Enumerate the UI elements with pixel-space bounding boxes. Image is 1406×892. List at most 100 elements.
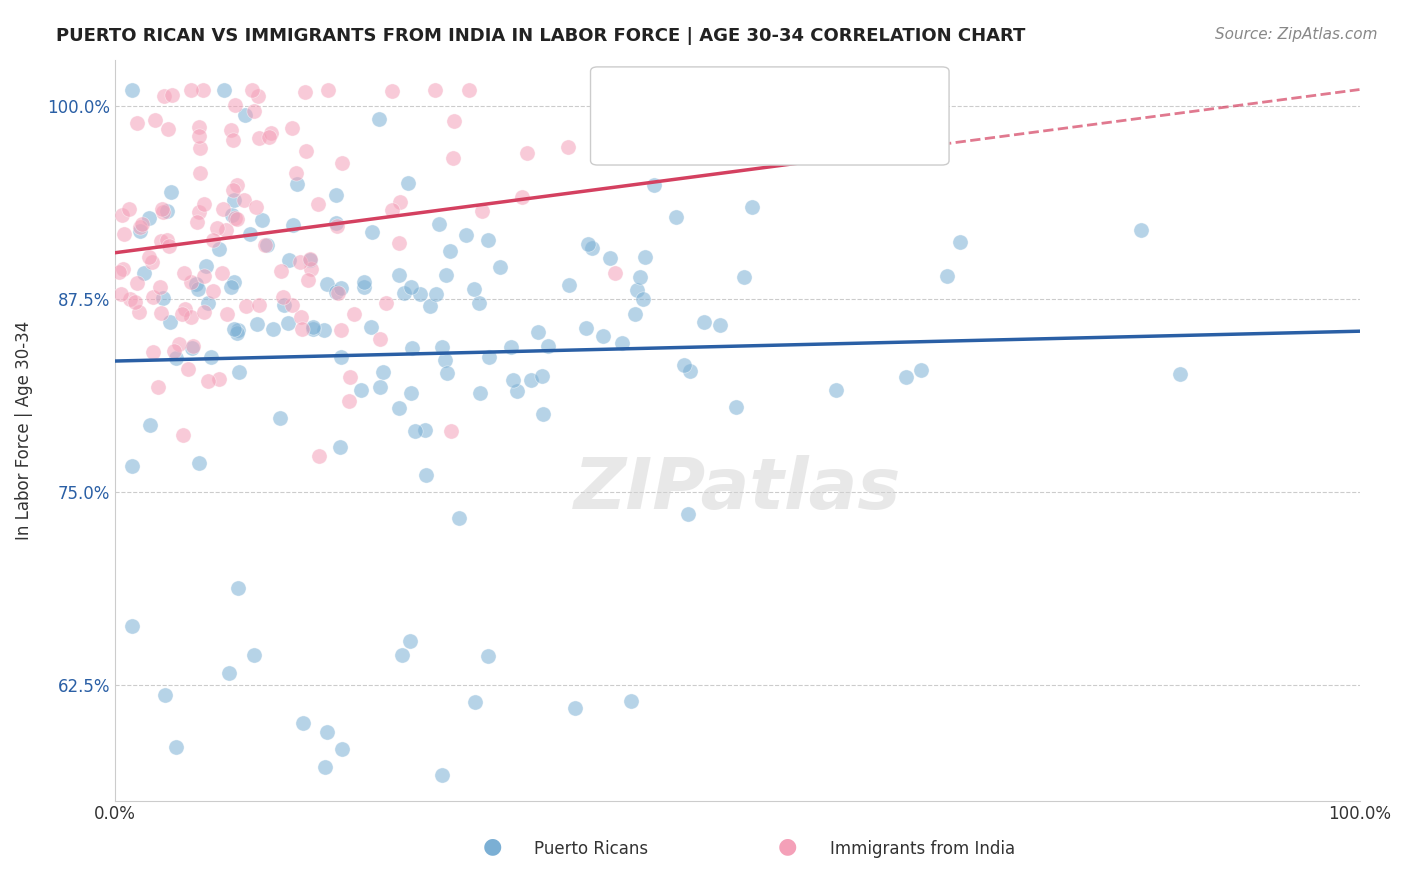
Point	[520, 373, 543, 387]
Point	[129, 219, 152, 234]
Point	[634, 250, 657, 264]
Point	[308, 449, 330, 463]
Point	[111, 208, 134, 222]
Point	[693, 315, 716, 329]
Point	[188, 456, 211, 470]
Point	[142, 345, 165, 359]
Point	[166, 351, 188, 366]
Point	[353, 275, 375, 289]
Point	[443, 113, 465, 128]
Point	[401, 280, 423, 294]
Point	[301, 322, 323, 336]
Point	[160, 88, 183, 103]
Point	[576, 236, 599, 251]
Point	[246, 317, 269, 331]
Point	[432, 340, 454, 354]
Point	[367, 112, 389, 126]
Text: PUERTO RICAN VS IMMIGRANTS FROM INDIA IN LABOR FORCE | AGE 30-34 CORRELATION CHA: PUERTO RICAN VS IMMIGRANTS FROM INDIA IN…	[56, 27, 1025, 45]
Point	[458, 83, 481, 97]
Point	[197, 374, 219, 388]
Point	[343, 307, 366, 321]
Point	[152, 291, 174, 305]
Point	[312, 323, 335, 337]
Point	[464, 695, 486, 709]
Point	[949, 235, 972, 249]
Point	[401, 341, 423, 355]
Point	[246, 89, 269, 103]
Text: N =: N =	[731, 123, 783, 141]
Point	[260, 126, 283, 140]
Point	[150, 234, 173, 248]
Point	[215, 222, 238, 236]
Point	[149, 280, 172, 294]
Point	[218, 666, 240, 681]
Point	[233, 193, 256, 207]
Point	[193, 268, 215, 283]
Point	[676, 507, 699, 521]
Point	[620, 694, 643, 708]
Point	[440, 424, 463, 438]
Point	[288, 255, 311, 269]
Point	[350, 383, 373, 397]
Point	[245, 200, 267, 214]
Point	[235, 299, 257, 313]
Point	[299, 252, 322, 266]
Text: ■: ■	[614, 91, 636, 111]
Point	[531, 369, 554, 384]
Point	[225, 326, 247, 340]
Point	[156, 204, 179, 219]
Point	[187, 120, 209, 134]
Point	[592, 329, 614, 343]
Point	[112, 227, 135, 241]
Point	[733, 269, 755, 284]
Point	[368, 332, 391, 346]
Point	[413, 423, 436, 437]
Text: 117: 117	[787, 123, 825, 141]
Point	[314, 760, 336, 774]
Point	[419, 299, 441, 313]
Point	[427, 217, 450, 231]
Point	[273, 298, 295, 312]
Point	[672, 358, 695, 372]
Point	[153, 88, 176, 103]
Point	[381, 84, 404, 98]
Point	[181, 341, 204, 355]
Point	[173, 302, 195, 317]
Point	[200, 350, 222, 364]
Y-axis label: In Labor Force | Age 30-34: In Labor Force | Age 30-34	[15, 320, 32, 540]
Point	[531, 407, 554, 421]
Point	[215, 306, 238, 320]
Point	[665, 210, 688, 224]
Point	[471, 204, 494, 219]
Point	[271, 290, 294, 304]
Point	[291, 322, 314, 336]
Point	[502, 373, 524, 387]
Point	[211, 202, 233, 217]
Point	[468, 296, 491, 310]
Point	[624, 307, 647, 321]
Point	[247, 298, 270, 312]
Point	[294, 145, 316, 159]
Point	[281, 120, 304, 135]
Point	[425, 83, 447, 97]
Point	[108, 265, 131, 279]
Point	[441, 151, 464, 165]
Point	[188, 166, 211, 180]
Point	[447, 510, 470, 524]
Point	[187, 205, 209, 219]
Point	[138, 211, 160, 225]
Point	[388, 195, 411, 210]
Point	[337, 394, 360, 409]
Point	[388, 268, 411, 282]
Point	[165, 740, 187, 755]
Point	[146, 379, 169, 393]
Point	[643, 178, 665, 193]
Point	[121, 83, 143, 97]
Point	[436, 366, 458, 380]
Point	[222, 183, 245, 197]
Point	[243, 104, 266, 119]
Text: ■: ■	[614, 123, 636, 143]
Point	[186, 215, 208, 229]
Point	[187, 129, 209, 144]
Point	[143, 113, 166, 128]
